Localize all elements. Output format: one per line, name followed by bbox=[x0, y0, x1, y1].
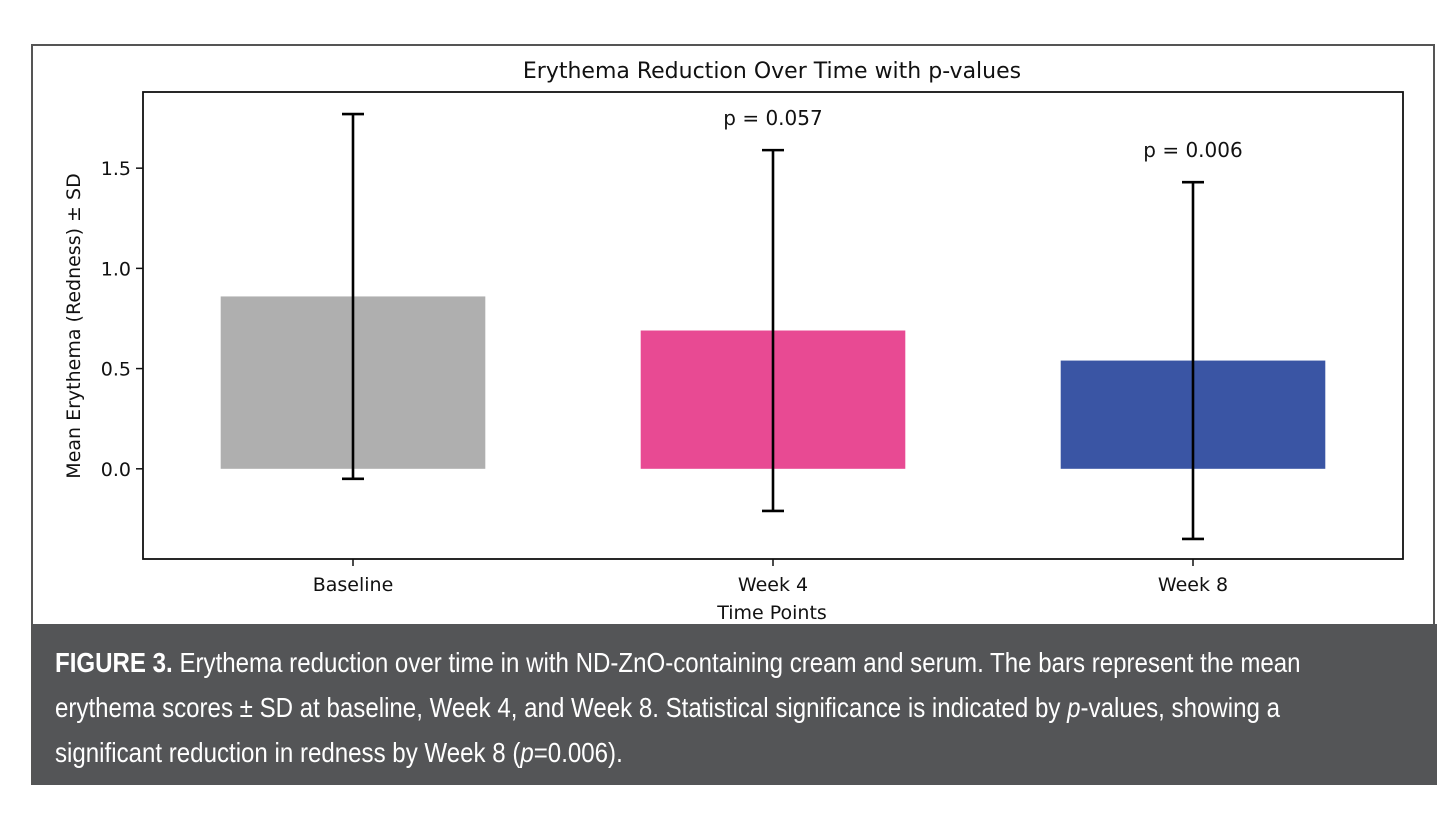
caption-text-3: =0.006). bbox=[533, 737, 623, 768]
error-bar bbox=[762, 148, 784, 513]
y-tick-label: 1.5 bbox=[101, 158, 131, 180]
p-value-annotation: p = 0.057 bbox=[723, 106, 822, 130]
y-tick-label: 0.0 bbox=[101, 459, 131, 481]
chart-title: Erythema Reduction Over Time with p-valu… bbox=[523, 59, 1021, 84]
caption-italic-p: p bbox=[1067, 692, 1081, 723]
error-bar bbox=[1182, 180, 1204, 541]
y-tick-label: 1.0 bbox=[101, 258, 131, 280]
caption-label: FIGURE 3. bbox=[55, 647, 173, 678]
x-tick-label: Week 8 bbox=[1158, 574, 1228, 596]
caption-italic-p2: p bbox=[520, 737, 534, 768]
caption-text-1: Erythema reduction over time in with ND-… bbox=[55, 647, 1301, 723]
y-tick-label: 0.5 bbox=[101, 359, 131, 381]
y-axis-label: Mean Erythema (Redness) ± SD bbox=[63, 173, 85, 478]
figure-caption: FIGURE 3. Erythema reduction over time i… bbox=[33, 624, 1437, 785]
x-tick-label: Week 4 bbox=[738, 574, 808, 596]
error-bar bbox=[342, 112, 364, 481]
caption-text-2: -values, showing a significant reduction… bbox=[55, 692, 1280, 768]
p-value-annotation: p = 0.006 bbox=[1143, 138, 1242, 162]
x-axis-label: Time Points bbox=[716, 602, 827, 624]
x-tick-label: Baseline bbox=[313, 574, 394, 596]
